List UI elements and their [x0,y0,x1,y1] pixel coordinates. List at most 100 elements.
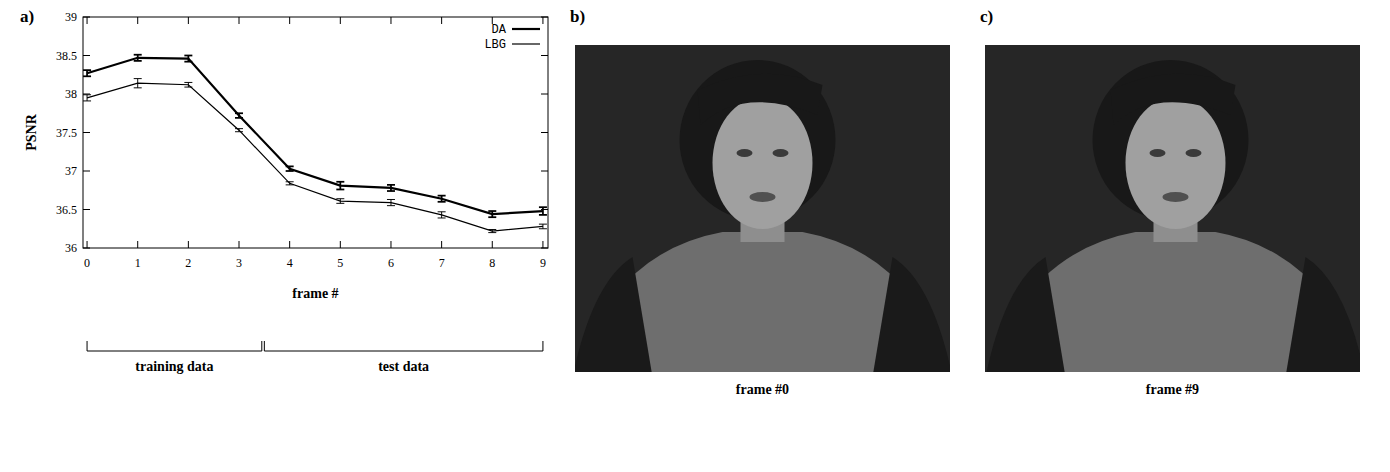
x-tick [390,241,391,248]
figure-eye [1186,149,1202,157]
x-tick-label: 1 [135,256,141,270]
x-tick [542,241,543,248]
error-cap [134,78,142,79]
x-tick-label: 9 [540,256,546,270]
x-tick-label: 8 [489,256,495,270]
series-line [87,58,543,214]
error-bar [438,212,446,218]
figure-body [575,232,950,372]
figure-mouth [1163,192,1189,202]
image-caption: frame #9 [1146,382,1199,397]
y-tick [83,248,90,249]
group-bracket [264,341,543,351]
error-cap [539,228,547,229]
error-stem [188,82,189,87]
error-stem [87,95,88,101]
error-cap [539,224,547,225]
figure: a)3636.53737.53838.5390123456789frame #P… [0,0,1390,472]
error-cap [184,87,192,88]
error-cap [438,201,446,203]
error-bar [134,55,142,61]
error-cap [438,195,446,197]
error-cap [539,206,547,208]
x-tick [87,17,88,24]
error-cap [235,128,243,129]
x-tick-label: 3 [236,256,242,270]
error-cap [286,170,294,172]
error-bar [286,166,294,171]
y-tick [541,248,548,249]
error-cap [336,181,344,183]
error-bar [336,199,344,204]
legend-label: LBG [484,38,506,52]
error-cap [336,189,344,191]
y-tick-label: 37.5 [56,126,77,140]
y-axis-title: PSNR [24,113,39,150]
error-cap [336,198,344,199]
error-cap [286,166,294,168]
x-tick [239,17,240,24]
group-label: training data [135,359,213,374]
error-bar [134,79,142,88]
figure-face [713,97,813,229]
y-tick-label: 38.5 [56,49,77,63]
x-tick [441,17,442,24]
error-bar [83,95,91,101]
error-stem [340,199,341,204]
error-stem [339,182,341,190]
x-tick [137,17,138,24]
error-bar [387,185,395,191]
error-cap [83,75,91,77]
error-stem [137,79,138,88]
error-stem [390,199,391,205]
x-axis-title: frame # [292,286,338,301]
panel-label: b) [570,7,585,26]
error-cap [336,203,344,204]
error-bar [387,199,395,205]
series-line [87,83,543,231]
y-tick [541,209,548,210]
x-tick [542,17,543,24]
figure-sleeve [1286,257,1361,372]
x-tick-label: 6 [388,256,394,270]
y-tick [83,209,90,210]
x-tick [137,241,138,248]
legend-swatch [512,43,540,44]
bracket-line [264,341,543,351]
y-tick [83,132,90,133]
y-tick-label: 39 [65,10,77,24]
error-bar [488,211,496,217]
group-label: test data [378,359,429,374]
figure-sleeve [575,257,653,372]
error-cap [286,181,294,182]
legend-swatch [512,28,540,30]
error-stem [542,224,543,229]
legend-label: DA [492,23,507,37]
y-tick-label: 38 [65,87,77,101]
error-cap [539,214,547,216]
error-bar [286,182,294,185]
x-tick [188,17,189,24]
y-tick [541,17,548,18]
error-cap [184,82,192,83]
figure-eye [737,149,753,157]
x-tick-label: 5 [337,256,343,270]
error-cap [184,61,192,63]
error-stem [137,55,139,61]
error-stem [491,211,493,217]
y-tick [83,55,90,56]
error-stem [86,70,88,76]
y-tick [541,94,548,95]
group-bracket [87,341,262,351]
figure-face [1126,97,1226,229]
x-tick [289,17,290,24]
y-tick [541,55,548,56]
figure-fringe [698,74,823,125]
y-tick-label: 36 [65,241,77,255]
y-tick [83,171,90,172]
error-bar [83,70,91,76]
error-cap [184,55,192,57]
bracket-line [87,341,262,351]
error-cap [488,232,496,233]
plot-area [83,55,547,233]
